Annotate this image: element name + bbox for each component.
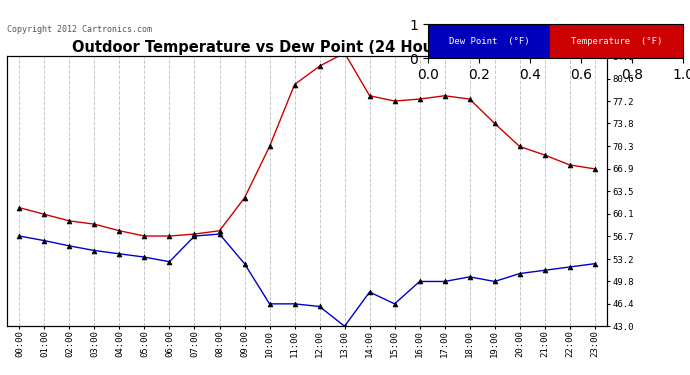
Bar	[551, 24, 683, 58]
Title: Outdoor Temperature vs Dew Point (24 Hours) 20120821: Outdoor Temperature vs Dew Point (24 Hou…	[72, 40, 542, 55]
Text: Copyright 2012 Cartronics.com: Copyright 2012 Cartronics.com	[7, 25, 152, 34]
Text: Dew Point  (°F): Dew Point (°F)	[448, 37, 529, 46]
Bar	[428, 24, 551, 58]
Text: Temperature  (°F): Temperature (°F)	[571, 37, 662, 46]
